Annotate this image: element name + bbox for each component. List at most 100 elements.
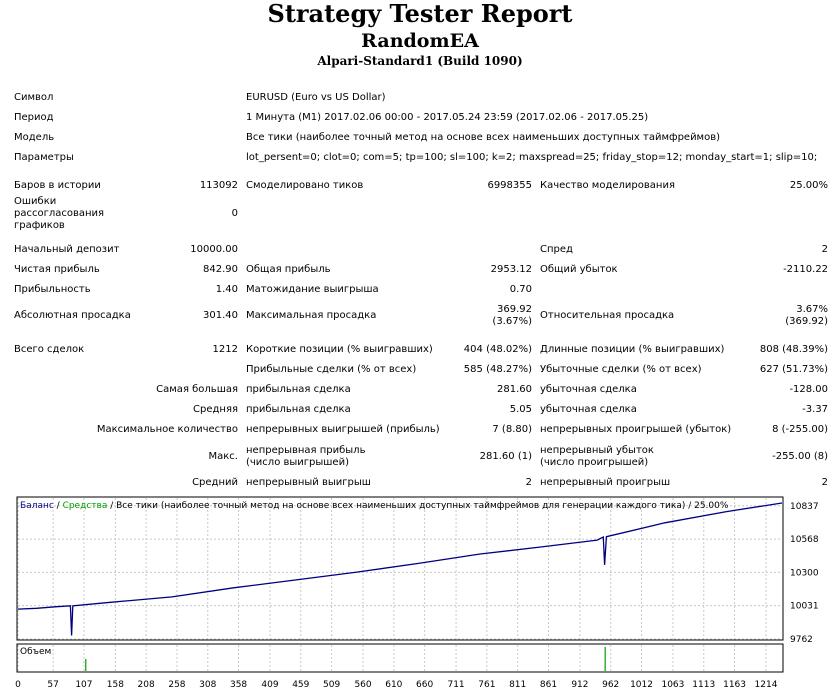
maxcount-row: Максимальное количество непрерывных выиг… [10, 420, 832, 440]
loss-trades-value: 627 (51.73%) [759, 364, 829, 375]
spread-value: 2 [821, 244, 829, 255]
rel-dd-label: Относительная просадка [540, 310, 675, 321]
balance-chart: Баланс / Средства / Все тики (наиболее т… [15, 496, 819, 690]
trades-row: Всего сделок 1212 Короткие позиции (% вы… [10, 340, 832, 360]
deposit-row: Начальный депозит 10000.00 Спред 2 [10, 240, 832, 260]
x-tick-label: 158 [107, 680, 124, 690]
maxcount-label: Максимальное количество [96, 424, 238, 435]
ticks-label: Смоделировано тиков [246, 180, 364, 191]
params-label: Параметры [14, 152, 74, 163]
avgcons-losses-value: 2 [821, 477, 829, 488]
legend-description: / Все тики (наиболее точный метод на осн… [107, 501, 729, 511]
avg-loss-label: убыточная сделка [540, 404, 637, 415]
maxcons-wins-value: 7 (8.80) [492, 424, 532, 435]
x-tick-label: 107 [75, 680, 92, 690]
period-row: Период 1 Минута (M1) 2017.02.06 00:00 - … [10, 108, 832, 128]
net-row: Чистая прибыль 842.90 Общая прибыль 2953… [10, 260, 832, 280]
avgcons-row: Средний непрерывный выигрыш 2 непрерывны… [10, 473, 832, 493]
x-tick-label: 459 [292, 680, 309, 690]
model-value: Все тики (наиболее точный метод на основ… [246, 132, 721, 143]
average-row: Средняя прибыльная сделка 5.05 убыточная… [10, 400, 832, 420]
avg-loss-value: -3.37 [802, 404, 829, 415]
mismatch-label: Ошибки рассогласования графиков [14, 196, 105, 231]
gross-loss-value: -2110.22 [783, 264, 829, 275]
period-value: 1 Минута (M1) 2017.02.06 00:00 - 2017.05… [246, 112, 649, 123]
x-tick-label: 57 [47, 680, 58, 690]
x-tick-label: 560 [354, 680, 371, 690]
x-tick-label: 861 [540, 680, 557, 690]
profit-trades-value: 585 (48.27%) [463, 364, 532, 375]
symbol-row: Символ EURUSD (Euro vs US Dollar) [10, 88, 832, 108]
x-tick-label: 358 [230, 680, 247, 690]
average-label: Средняя [193, 404, 238, 415]
x-tick-label: 1163 [723, 680, 746, 690]
x-tick-label: 610 [385, 680, 402, 690]
y-axis-labels: 10837 10568 10300 10031 9762 [790, 502, 819, 645]
profit-trades-label: Прибыльные сделки (% от всех) [246, 364, 417, 375]
x-tick-label: 258 [168, 680, 185, 690]
net-label: Чистая прибыль [14, 264, 100, 275]
symbol-value: EURUSD (Euro vs US Dollar) [246, 92, 386, 103]
y-tick-label: 9762 [790, 635, 813, 645]
pf-value: 1.40 [215, 284, 238, 295]
profit-trades-row: Прибыльные сделки (% от всех) 585 (48.27… [10, 360, 832, 380]
maxcons-loss-value: -255.00 (8) [772, 450, 829, 462]
balance-line [17, 502, 783, 636]
maxcons-losses-label: непрерывных проигрышей (убыток) [540, 424, 732, 435]
x-tick-label: 208 [138, 680, 155, 690]
x-tick-label: 0 [15, 680, 21, 690]
maxcons-profit-value: 281.60 (1) [479, 450, 532, 462]
maxcons-profit-label: непрерывная прибыль (число выигрышей) [246, 444, 366, 468]
chart-legend: Баланс / Средства / Все тики (наиболее т… [20, 501, 729, 511]
maxcons-loss-label: непрерывный убыток (число проигрышей) [540, 444, 654, 468]
avgcons-wins-value: 2 [525, 477, 532, 488]
period-label: Период [14, 112, 54, 123]
model-row: Модель Все тики (наиболее точный метод н… [10, 128, 832, 148]
volume-bars [85, 647, 606, 671]
long-value: 808 (48.39%) [759, 344, 829, 355]
gross-loss-label: Общий убыток [540, 264, 618, 275]
max-row: Макс. непрерывная прибыль (число выигрыш… [10, 440, 832, 473]
bars-value: 113092 [199, 180, 238, 191]
long-label: Длинные позиции (% выигравших) [540, 344, 725, 355]
deposit-value: 10000.00 [190, 244, 238, 255]
params-value: lot_persent=0; clot=0; com=5; tp=100; sl… [246, 152, 818, 163]
main-plot-frame [16, 496, 784, 641]
mismatch-value: 0 [231, 208, 238, 219]
volume-label: Объем [20, 647, 51, 657]
params-row: Параметры lot_persent=0; clot=0; com=5; … [10, 148, 832, 168]
trades-value: 1212 [212, 344, 238, 355]
largest-profit-label: прибыльная сделка [246, 384, 351, 395]
y-tick-label: 10568 [790, 535, 819, 545]
x-tick-label: 660 [416, 680, 433, 690]
quality-label: Качество моделирования [540, 180, 675, 191]
x-tick-label: 509 [323, 680, 340, 690]
max-dd-value: 369.92 (3.67%) [402, 300, 536, 332]
legend-separator: / [54, 501, 63, 511]
largest-row: Самая большая прибыльная сделка 281.60 у… [10, 380, 832, 400]
chart-grid [17, 498, 782, 671]
short-label: Короткие позиции (% выигравших) [246, 344, 433, 355]
largest-loss-label: убыточная сделка [540, 384, 637, 395]
x-tick-label: 308 [199, 680, 216, 690]
y-tick-label: 10837 [790, 502, 819, 512]
largest-label: Самая большая [156, 384, 238, 395]
x-axis-labels: 0 57 107 158 208 258 308 358 409 459 509 560 610 660 7… [15, 680, 778, 690]
x-tick-label: 711 [447, 680, 464, 690]
volume-plot-frame [16, 643, 784, 673]
x-tick-label: 409 [261, 680, 278, 690]
server-build: Alpari-Standard1 (Build 1090) [317, 54, 523, 68]
symbol-label: Символ [14, 92, 54, 103]
expect-label: Матожидание выигрыша [246, 284, 379, 295]
abs-dd-label: Абсолютная просадка [14, 310, 131, 321]
avg-profit-value: 5.05 [509, 404, 532, 415]
avgcons-losses-label: непрерывный проигрыш [540, 477, 671, 488]
max-dd-amount: 369.92 [497, 304, 532, 315]
bars-label: Баров в истории [14, 180, 101, 191]
largest-loss-value: -128.00 [789, 384, 829, 395]
gross-profit-label: Общая прибыль [246, 264, 331, 275]
x-tick-label: 811 [509, 680, 526, 690]
max-label: Макс. [208, 450, 238, 462]
expect-value: 0.70 [509, 284, 532, 295]
maxcons-losses-value: 8 (-255.00) [772, 424, 829, 435]
